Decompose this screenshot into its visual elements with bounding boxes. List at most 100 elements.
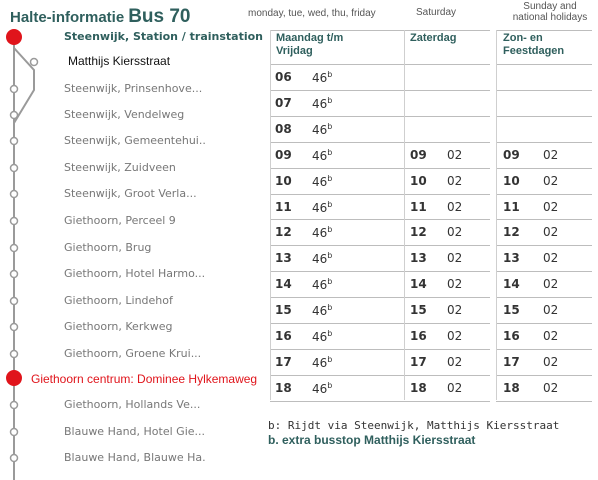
departure-footnote-marker: b [327, 354, 333, 364]
departure-minute-value: 02 [447, 354, 463, 369]
timetable-row-line [404, 348, 490, 350]
footnote-b-extra-stop: b. extra busstop Matthijs Kiersstraat [268, 433, 476, 447]
stop-name[interactable]: Blauwe Hand, Hotel Gie... [64, 425, 206, 438]
stop-name[interactable]: Steenwijk, Prinsenhove... [64, 82, 203, 95]
departure-hour: 15 [410, 303, 427, 318]
header-divider-line [496, 30, 592, 31]
column-header-sunday-line2: Feestdagen [503, 45, 565, 57]
stop-name[interactable]: Blauwe Hand, Blauwe Ha. [64, 451, 206, 464]
departure-hour: 11 [275, 199, 292, 214]
departure-minute: 46b [312, 381, 332, 396]
stop-marker [9, 427, 19, 437]
stop-marker-major [6, 370, 22, 386]
stop-name[interactable]: Giethoorn, Groene Krui... [64, 347, 202, 360]
departure-hour: 12 [275, 225, 292, 240]
stop-name[interactable]: Steenwijk, Gemeentehui.. [64, 134, 206, 147]
timetable-row-line [270, 271, 404, 273]
departure-minute: 02 [447, 251, 462, 265]
timetable-row-line [270, 323, 404, 324]
departure-minute: 02 [543, 355, 558, 369]
column-header-saturday: Zaterdag [410, 32, 457, 44]
timetable-row-line [496, 141, 592, 143]
stop-marker [9, 322, 19, 332]
stop-name[interactable]: Giethoorn, Hotel Harmo... [64, 267, 206, 280]
stop-name[interactable]: Steenwijk, Groot Verla... [64, 187, 197, 200]
departure-hour: 07 [275, 95, 292, 110]
departure-hour: 13 [410, 251, 427, 266]
stop-name[interactable]: Steenwijk, Vendelweg [64, 108, 185, 121]
departure-minute: 02 [447, 225, 462, 239]
departure-minute: 02 [447, 277, 462, 291]
departure-minute: 02 [543, 174, 558, 188]
departure-minute-value: 02 [543, 147, 559, 162]
departure-minute-value: 02 [543, 199, 559, 214]
departure-minute-value: 46 [312, 226, 328, 241]
departure-hour: 09 [275, 147, 292, 162]
timetable-row-line [270, 374, 404, 376]
stop-name[interactable]: Giethoorn, Brug [64, 241, 152, 254]
stop-name[interactable]: Giethoorn, Perceel 9 [64, 214, 176, 227]
departure-hour: 18 [503, 380, 520, 395]
departure-hour: 17 [503, 354, 520, 369]
timetable-row-line [496, 89, 592, 91]
departure-footnote-marker: b [327, 303, 333, 313]
departure-minute-value: 46 [312, 304, 328, 319]
timetable-row-line [270, 167, 404, 169]
timetable-row-line [496, 323, 592, 324]
stop-marker [9, 349, 19, 359]
departure-footnote-marker: b [327, 147, 333, 157]
stop-name: Steenwijk, Station / trainstation [64, 30, 264, 43]
sunday-english-header: Sunday and national holidays [508, 1, 592, 23]
stop-marker [9, 136, 19, 146]
column-header-weekday: Maandag t/m Vrijdag [276, 32, 343, 58]
timetable-row-line [496, 374, 592, 376]
departure-minute-value: 02 [447, 199, 463, 214]
departure-minute-value: 46 [312, 174, 328, 189]
column-divider [404, 30, 405, 400]
stop-marker [9, 189, 19, 199]
departure-minute: 02 [447, 148, 462, 162]
departure-footnote-marker: b [327, 95, 333, 105]
stop-name[interactable]: Giethoorn, Kerkweg [64, 320, 173, 333]
departure-minute: 46b [312, 70, 332, 85]
footnote-b-route: b: Rijdt via Steenwijk, Matthijs Kiersst… [268, 419, 560, 432]
departure-minute: 02 [543, 381, 558, 395]
timetable-row-line [496, 297, 592, 299]
stop-marker [9, 453, 19, 463]
column-header-sunday-line1: Zon- en [503, 32, 543, 44]
departure-minute: 02 [543, 251, 558, 265]
departure-minute-value: 02 [543, 329, 559, 343]
departure-minute-value: 02 [447, 303, 463, 318]
stop-name: Giethoorn centrum: Dominee Hylkemaweg [31, 372, 258, 386]
departure-minute: 46b [312, 96, 332, 111]
timetable-row-line [270, 400, 404, 402]
departure-minute-value: 02 [447, 173, 463, 188]
departure-minute: 02 [543, 277, 558, 291]
departure-minute-value: 02 [447, 251, 463, 266]
departure-minute: 46b [312, 329, 332, 344]
stop-marker [29, 57, 39, 67]
stop-name[interactable]: Giethoorn, Lindehof [64, 294, 173, 307]
departure-minute-value: 46 [312, 122, 328, 137]
timetable-row-line [404, 219, 490, 221]
stop-marker [9, 243, 19, 253]
stop-name[interactable]: Giethoorn, Hollands Ve... [64, 398, 201, 411]
timetable-row-line [404, 89, 490, 91]
timetable-row-line [270, 89, 404, 91]
column-divider [496, 30, 497, 400]
departure-footnote-marker: b [327, 277, 333, 287]
departure-minute: 02 [447, 381, 462, 395]
stop-name[interactable]: Steenwijk, Zuidveen [64, 161, 176, 174]
departure-minute-value: 02 [543, 303, 559, 318]
timetable-row-line [496, 245, 592, 247]
saturday-english-header: Saturday [416, 7, 457, 18]
departure-hour: 18 [275, 380, 292, 395]
timetable-row-line [404, 141, 490, 143]
timetable-row-line [404, 271, 490, 273]
timetable-row-line [496, 400, 592, 402]
timetable-row-line [496, 219, 592, 221]
departure-minute: 02 [543, 148, 558, 162]
departure-hour: 13 [275, 251, 292, 266]
header-divider-line [270, 64, 404, 65]
departure-hour: 16 [503, 329, 520, 343]
